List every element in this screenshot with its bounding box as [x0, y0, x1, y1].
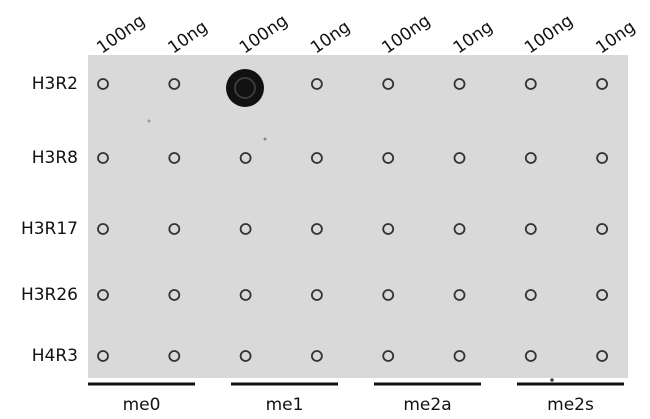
dot: [524, 152, 537, 164]
dot: [97, 223, 109, 235]
dot: [239, 152, 252, 164]
dot: [453, 78, 466, 90]
dot: [97, 78, 109, 90]
row-label: H3R26: [21, 285, 78, 305]
dot: [453, 223, 466, 235]
membrane: [88, 55, 628, 378]
row-label: H3R8: [32, 148, 78, 168]
group-label: me1: [266, 395, 304, 415]
dot: [168, 223, 181, 235]
group-label: me2s: [547, 395, 594, 415]
dot: [382, 350, 395, 362]
dot: [524, 78, 537, 90]
dot: [382, 289, 395, 301]
dot: [97, 289, 109, 301]
dot: [382, 223, 395, 235]
dot: [596, 350, 608, 362]
strong-signal-ring: [234, 77, 256, 99]
group-label: me0: [123, 395, 161, 415]
dot: [524, 350, 537, 362]
column-label: 10ng: [307, 17, 354, 58]
dot: [596, 223, 608, 235]
dot: [239, 350, 252, 362]
dot: [453, 289, 466, 301]
dot: [310, 350, 323, 362]
strong-signal-dot: [226, 69, 264, 107]
dot: [310, 78, 323, 90]
column-label: 100ng: [93, 11, 149, 58]
dot: [239, 289, 252, 301]
dot: [382, 78, 395, 90]
dot: [97, 350, 109, 362]
group-label: me2a: [403, 395, 451, 415]
speck: [550, 378, 554, 382]
dot: [168, 289, 181, 301]
dot: [168, 78, 181, 90]
dot: [453, 350, 466, 362]
column-label: 10ng: [592, 17, 639, 58]
column-label: 10ng: [165, 17, 212, 58]
dot: [239, 223, 252, 235]
dot: [524, 289, 537, 301]
row-label: H3R2: [32, 74, 78, 94]
dot: [524, 223, 537, 235]
dot: [596, 78, 608, 90]
dot: [97, 152, 109, 164]
dot: [168, 350, 181, 362]
column-label: 100ng: [236, 11, 292, 58]
dot: [168, 152, 181, 164]
dot: [310, 223, 323, 235]
dot: [310, 289, 323, 301]
dot: [382, 152, 395, 164]
dot: [596, 152, 608, 164]
column-label: 10ng: [450, 17, 497, 58]
row-label: H4R3: [32, 346, 78, 366]
dot: [596, 289, 608, 301]
row-label: H3R17: [21, 219, 78, 239]
speck: [147, 119, 151, 123]
dot: [310, 152, 323, 164]
column-label: 100ng: [378, 11, 434, 58]
column-label: 100ng: [521, 11, 577, 58]
speck: [263, 137, 267, 141]
dot: [453, 152, 466, 164]
